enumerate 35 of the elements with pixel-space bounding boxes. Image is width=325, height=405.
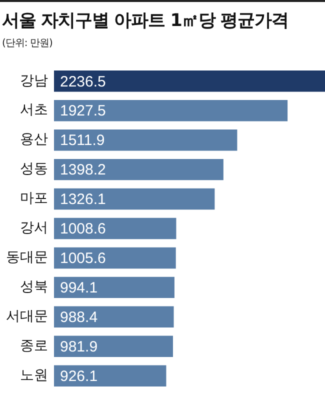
data-label: 1005.6 bbox=[60, 250, 106, 268]
chart-title: 서울 자치구별 아파트 1㎡당 평균가격 bbox=[2, 10, 289, 32]
bar bbox=[54, 188, 215, 210]
data-label: 994.1 bbox=[60, 280, 98, 297]
data-label: 1326.1 bbox=[60, 191, 106, 208]
y-tick-label: 서초 bbox=[20, 102, 48, 118]
y-tick-label: 용산 bbox=[20, 132, 48, 148]
bar bbox=[54, 218, 176, 240]
data-label: 1927.5 bbox=[60, 102, 106, 120]
data-label: 981.9 bbox=[60, 338, 98, 356]
bar bbox=[54, 365, 166, 386]
y-tick-label: 성동 bbox=[20, 161, 48, 178]
chart-subtitle: (단위: 만원) bbox=[2, 37, 52, 50]
bar bbox=[54, 336, 173, 357]
y-tick-label: 노원 bbox=[20, 368, 48, 384]
bar bbox=[54, 247, 176, 269]
bar bbox=[54, 306, 174, 328]
bar bbox=[54, 70, 325, 92]
y-tick-label: 성북 bbox=[20, 279, 48, 296]
data-label: 2236.5 bbox=[60, 73, 106, 90]
bar bbox=[54, 100, 288, 122]
bar bbox=[54, 276, 174, 298]
y-tick-label: 강서 bbox=[20, 220, 48, 236]
bar bbox=[54, 158, 224, 180]
data-label: 1008.6 bbox=[60, 220, 106, 238]
bar bbox=[54, 129, 238, 151]
data-label: 988.4 bbox=[60, 309, 98, 326]
data-label: 1511.9 bbox=[60, 132, 105, 150]
data-label: 926.1 bbox=[60, 368, 98, 386]
y-tick-label: 종로 bbox=[20, 338, 48, 354]
y-tick-label: 마포 bbox=[20, 190, 48, 207]
y-tick-label: 서대문 bbox=[6, 308, 48, 325]
y-tick-label: 강남 bbox=[20, 72, 48, 89]
y-tick-label: 동대문 bbox=[6, 250, 48, 266]
data-label: 1398.2 bbox=[60, 162, 106, 179]
